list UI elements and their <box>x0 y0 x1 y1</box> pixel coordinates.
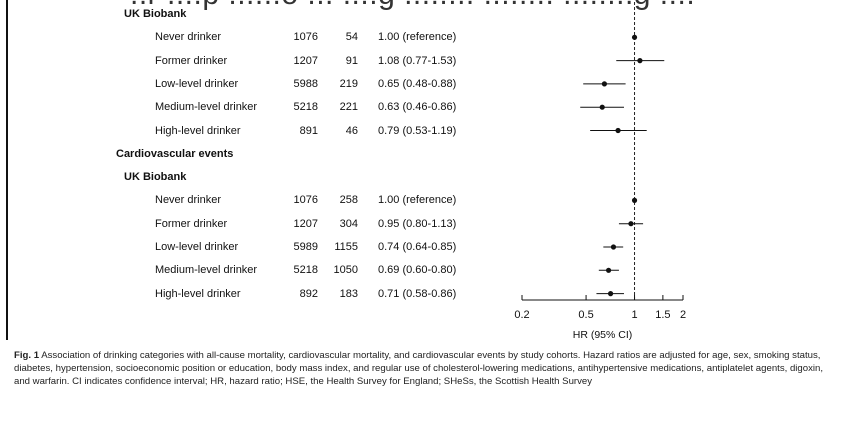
caption-label: Fig. 1 <box>14 350 40 361</box>
cohort-heading: UK Biobank <box>124 8 187 20</box>
x-tick-label: 2 <box>680 309 686 321</box>
row-label: Former drinker <box>155 54 228 67</box>
row-label: Former drinker <box>155 217 228 230</box>
row-hr-ci: 0.74 (0.64-0.85) <box>378 241 457 253</box>
row-participants: 891 <box>299 124 318 137</box>
hr-point <box>605 267 612 273</box>
row-label: Never drinker <box>155 31 222 44</box>
row-participants: 1207 <box>293 217 318 230</box>
hr-point <box>631 197 638 203</box>
row-hr-ci: 0.79 (0.53-1.19) <box>378 124 457 137</box>
x-axis-label: HR (95% CI) <box>573 329 633 341</box>
row-events: 258 <box>339 194 358 207</box>
x-tick-label: 1 <box>631 309 637 321</box>
row-label: Low-level drinker <box>155 77 239 90</box>
hr-point <box>615 127 621 134</box>
hr-point <box>601 81 608 87</box>
row-hr-ci: 0.69 (0.60-0.80) <box>378 264 457 277</box>
row-hr-ci: 0.71 (0.58-0.86) <box>378 287 457 300</box>
row-events: 221 <box>339 101 358 114</box>
row-participants: 5218 <box>293 101 318 114</box>
hr-point <box>607 291 614 297</box>
row-label: Medium-level drinker <box>155 264 258 277</box>
cohort-heading: UK Biobank <box>124 171 187 184</box>
row-events: 54 <box>345 31 358 44</box>
row-events: 183 <box>339 287 358 300</box>
row-label: High-level drinker <box>155 124 241 137</box>
row-events: 1050 <box>333 264 358 277</box>
row-hr-ci: 1.08 (0.77-1.53) <box>378 54 457 67</box>
hr-point <box>599 104 605 110</box>
row-label: Low-level drinker <box>155 241 239 253</box>
row-label: Medium-level drinker <box>155 101 258 114</box>
caption-text: Association of drinking categories with … <box>14 350 824 388</box>
row-participants: 1207 <box>293 54 318 67</box>
hr-point <box>637 58 643 64</box>
section-heading: Cardiovascular events <box>116 147 234 160</box>
forest-plot: 0.2 0.5 1 1.5 2 HR (95% CI) <box>514 2 686 341</box>
row-events: 219 <box>339 77 358 90</box>
x-tick-label: 0.2 <box>514 309 529 321</box>
row-participants: 5988 <box>293 77 318 90</box>
row-events: 91 <box>345 54 358 67</box>
row-hr-ci: 0.63 (0.46-0.86) <box>378 101 457 114</box>
left-border-rule <box>6 0 8 340</box>
row-hr-ci: 1.00 (reference) <box>378 194 457 207</box>
hr-point <box>628 221 634 227</box>
row-participants: 1076 <box>293 194 318 207</box>
row-label: High-level drinker <box>155 287 241 300</box>
hr-point <box>610 244 617 250</box>
row-events: 1155 <box>334 241 358 253</box>
x-tick-label: 0.5 <box>578 309 593 321</box>
x-tick-label: 1.5 <box>655 309 670 321</box>
hr-point <box>631 34 638 40</box>
row-participants: 892 <box>299 287 318 300</box>
figure-caption: Fig. 1 Association of drinking categorie… <box>14 349 826 389</box>
row-participants: 1076 <box>293 31 318 44</box>
row-hr-ci: 1.00 (reference) <box>378 31 457 44</box>
row-events: 304 <box>339 217 358 230</box>
row-participants: 5218 <box>293 264 318 277</box>
row-hr-ci: 0.95 (0.80-1.13) <box>378 217 457 230</box>
row-hr-ci: 0.65 (0.48-0.88) <box>378 77 457 90</box>
row-participants: 5989 <box>293 241 318 253</box>
row-events: 46 <box>345 124 358 137</box>
row-label: Never drinker <box>155 194 222 207</box>
cropped-header-text: ..r ....p ......o ... ....g ........ ...… <box>130 0 695 12</box>
